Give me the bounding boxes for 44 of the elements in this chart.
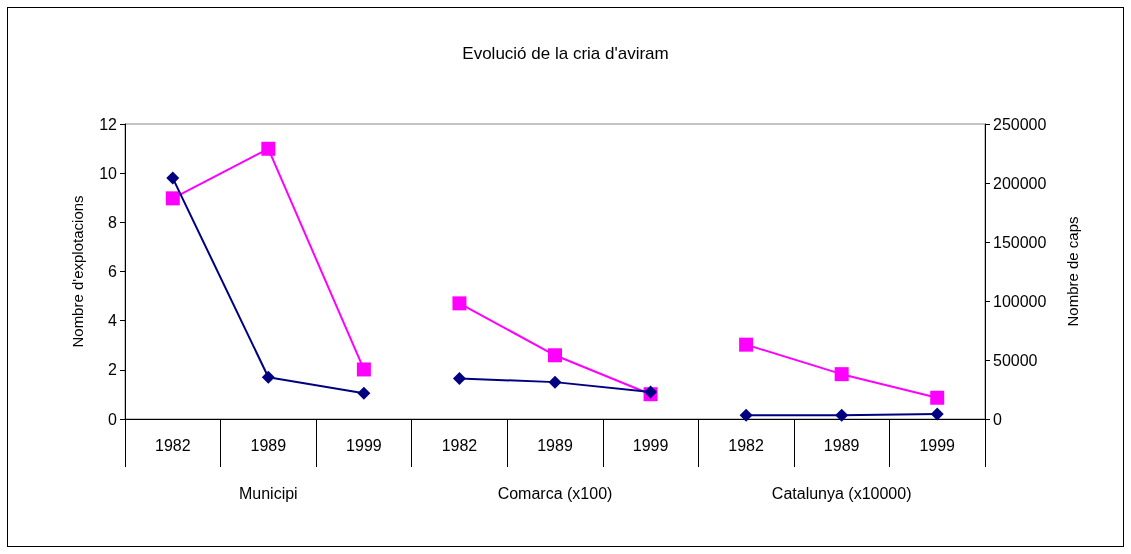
y-axis-title: Nombre d'explotacions: [69, 195, 86, 348]
x-tick-label: 1989: [537, 436, 573, 454]
y-tick-label: 6: [108, 263, 118, 280]
point: [357, 386, 371, 400]
y-tick-label: 0: [108, 410, 118, 428]
y-tick-label: 8: [108, 213, 118, 231]
point: [930, 390, 945, 405]
y-tick-label: 12: [99, 115, 118, 133]
text: Municipi: [238, 484, 298, 502]
y2-tick-label: 0: [993, 410, 1002, 428]
point: [834, 367, 849, 382]
x-tick-label: 1989: [823, 436, 860, 454]
point: [166, 171, 180, 185]
y2-axis-title: Nombre de caps: [1064, 216, 1081, 327]
point: [452, 296, 467, 311]
x-tick-label: 1999: [919, 436, 956, 454]
point: [548, 375, 562, 389]
point: [165, 191, 180, 206]
y2-tick-label: 150000: [993, 233, 1047, 251]
text: Comarca (x100): [497, 484, 613, 502]
point: [739, 408, 753, 422]
point: [739, 337, 754, 352]
point: [452, 371, 466, 385]
point: [835, 408, 849, 422]
point: [356, 362, 371, 377]
y2-tick-label: 100000: [993, 292, 1047, 310]
point: [261, 141, 276, 156]
y-tick-label: 10: [99, 164, 118, 182]
y2-tick-label: 250000: [993, 115, 1047, 133]
y2-tick-label: 200000: [993, 174, 1047, 192]
x-tick-label: 1989: [250, 436, 287, 454]
y2-tick-label: 50000: [993, 351, 1038, 369]
x-tick-label: 1982: [728, 436, 765, 454]
point: [930, 407, 944, 421]
point: [548, 348, 562, 363]
text: Catalunya (x10000): [771, 484, 912, 502]
x-tick-label: 1999: [346, 436, 382, 454]
y-tick-label: 4: [108, 312, 118, 330]
point: [261, 370, 275, 384]
chart-title: Evolució de la cria d'aviram: [462, 44, 669, 63]
y-tick-label: 2: [108, 361, 118, 379]
x-tick-label: 1982: [154, 436, 191, 454]
x-tick-label: 1999: [632, 436, 669, 454]
x-tick-label: 1982: [441, 436, 478, 454]
